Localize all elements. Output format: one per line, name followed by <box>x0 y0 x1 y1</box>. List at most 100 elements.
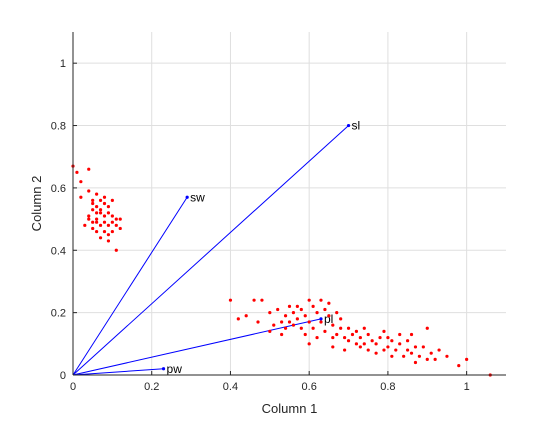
x-tick-label: 0.2 <box>144 381 159 393</box>
data-point <box>354 329 359 333</box>
data-point <box>102 201 107 206</box>
data-point <box>98 208 103 212</box>
data-point <box>260 298 264 302</box>
data-point <box>343 335 347 340</box>
grid <box>73 32 506 375</box>
y-tick-label: 0.4 <box>51 245 66 257</box>
data-point <box>382 348 386 352</box>
data-point <box>386 345 390 349</box>
data-point <box>283 314 288 318</box>
y-tick-label: 0 <box>60 370 66 382</box>
data-point <box>95 229 99 234</box>
data-point <box>307 342 311 346</box>
data-point <box>445 354 449 358</box>
data-point <box>358 335 362 340</box>
data-point <box>319 320 323 324</box>
y-tick-label: 1 <box>60 58 66 70</box>
data-point <box>390 354 394 358</box>
data-point <box>339 317 343 321</box>
vector-line-sl <box>72 125 349 376</box>
data-point <box>409 351 414 355</box>
data-point <box>95 192 99 196</box>
data-point <box>106 239 111 243</box>
data-point <box>405 339 410 343</box>
data-point <box>409 332 414 337</box>
data-point <box>110 229 114 234</box>
x-tick-label: 0.6 <box>302 381 317 393</box>
data-point <box>95 220 99 224</box>
data-point <box>398 332 402 337</box>
data-point <box>118 226 122 231</box>
data-point <box>315 311 319 315</box>
data-point <box>106 233 111 237</box>
data-point <box>79 180 83 184</box>
vector-line-sw <box>72 196 188 376</box>
data-point <box>106 223 111 227</box>
data-point <box>98 223 103 227</box>
data-point <box>465 357 469 362</box>
data-point <box>335 332 339 337</box>
data-point <box>291 311 296 315</box>
data-point <box>417 354 421 358</box>
data-point <box>425 326 429 330</box>
data-point <box>319 298 323 302</box>
data-point <box>110 198 114 202</box>
data-point <box>98 198 103 202</box>
data-point <box>429 351 433 355</box>
data-point <box>405 348 410 352</box>
vector-label-sl: sl <box>352 119 361 133</box>
data-point <box>283 326 288 330</box>
plot-area <box>73 32 506 375</box>
data-point <box>323 307 327 312</box>
data-point <box>421 345 425 349</box>
data-point <box>87 189 91 193</box>
data-point <box>299 326 303 330</box>
data-point <box>83 223 87 227</box>
data-point <box>346 326 351 330</box>
data-point <box>382 329 386 333</box>
data-point <box>307 320 311 324</box>
data-point <box>362 342 366 346</box>
data-point <box>311 304 315 308</box>
data-point <box>394 348 398 352</box>
data-point <box>413 360 418 365</box>
data-point <box>236 317 240 321</box>
data-point <box>106 205 111 209</box>
data-point <box>335 311 339 315</box>
data-point <box>413 345 418 349</box>
x-tick-label: 0.4 <box>223 381 238 393</box>
data-point <box>425 357 429 362</box>
vector-layer: sl sw pl pw <box>72 119 361 376</box>
data-point <box>354 342 359 346</box>
data-point <box>114 248 118 252</box>
data-point <box>91 208 95 212</box>
data-point <box>327 301 331 305</box>
data-point <box>358 345 362 349</box>
data-point <box>287 304 292 308</box>
data-point <box>114 217 118 221</box>
data-point <box>303 314 307 318</box>
data-point <box>102 220 107 224</box>
data-point <box>252 298 256 302</box>
vector-end-marker-pw <box>161 367 166 371</box>
data-point <box>311 326 315 330</box>
data-point <box>386 335 390 340</box>
data-point <box>95 217 99 221</box>
data-point <box>87 167 91 171</box>
data-point <box>79 195 83 199</box>
data-point <box>374 342 378 346</box>
data-point <box>91 201 95 206</box>
data-point <box>327 314 331 318</box>
data-point <box>339 326 343 330</box>
data-point <box>402 354 406 358</box>
vector-end-marker-sw <box>185 195 189 199</box>
data-point <box>102 229 107 234</box>
data-point <box>87 214 91 218</box>
data-point <box>362 326 366 330</box>
data-point <box>280 332 284 337</box>
vector-end-marker-sl <box>346 123 351 128</box>
x-tick-label: 0 <box>70 381 76 393</box>
data-point <box>87 217 91 221</box>
data-point <box>268 329 272 333</box>
data-point <box>366 332 370 337</box>
